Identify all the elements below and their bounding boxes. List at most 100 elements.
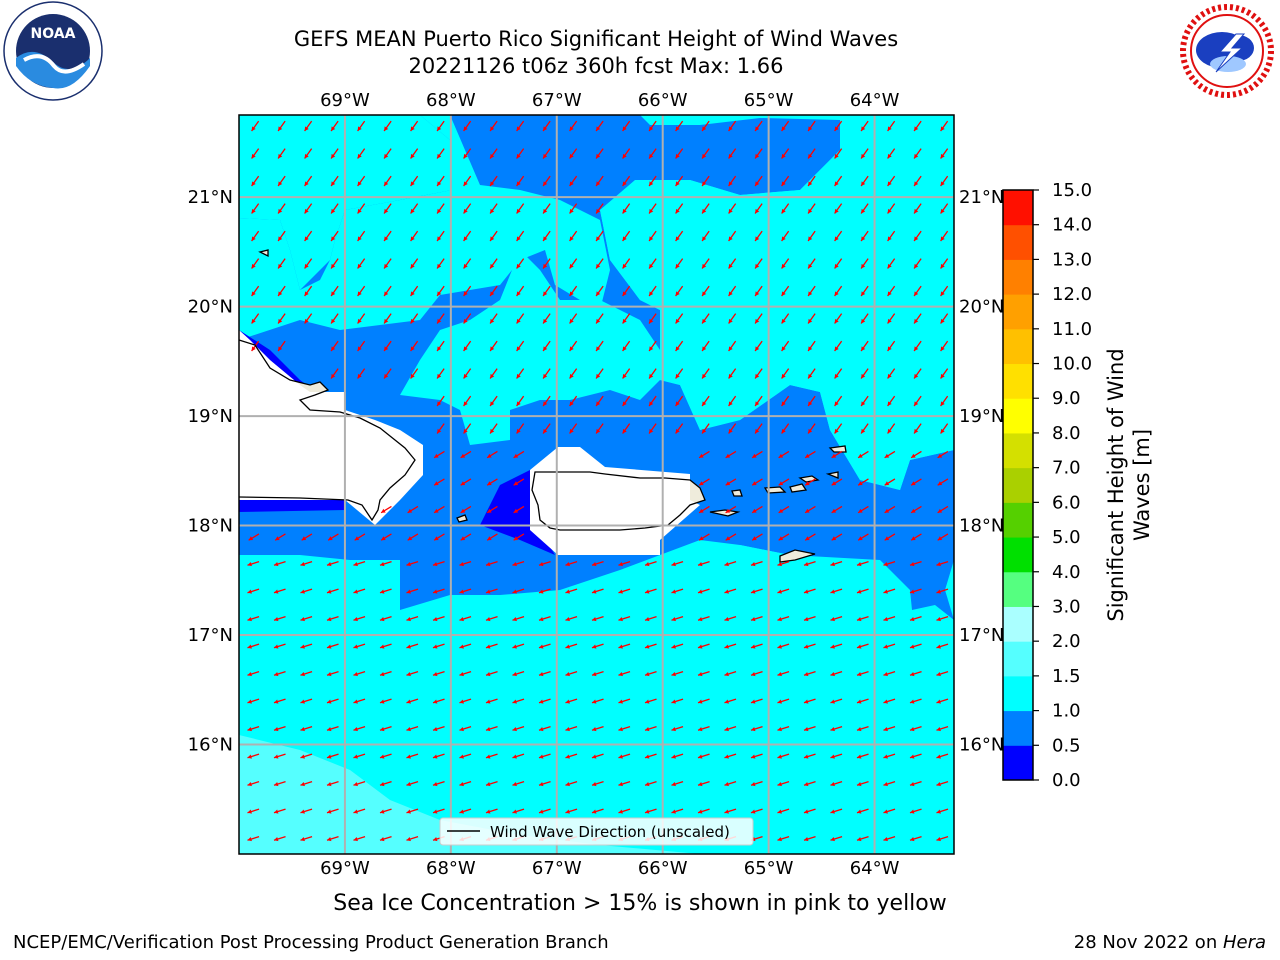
- wave-arrowhead: [300, 781, 305, 787]
- wave-arrowhead: [490, 208, 495, 214]
- wave-arrowhead: [247, 836, 252, 842]
- wave-arrowhead: [752, 453, 757, 458]
- wave-arrowhead: [326, 671, 332, 677]
- wave-arrowhead: [437, 126, 442, 131]
- colorbar-tick-label: 2.0: [1052, 631, 1081, 652]
- wave-arrowhead: [622, 181, 627, 186]
- wave-arrowhead: [407, 536, 413, 541]
- wave-arrowhead: [406, 836, 411, 842]
- wave-arrowhead: [596, 153, 601, 159]
- lat-label-left: 18°N: [188, 516, 233, 537]
- wave-arrowhead: [803, 671, 809, 677]
- wave-arrowhead: [538, 616, 544, 622]
- wave-arrowhead: [914, 236, 919, 241]
- wave-arrowhead: [724, 616, 729, 622]
- colorbar-swatch: [1003, 502, 1033, 538]
- wave-arrowhead: [410, 291, 415, 296]
- wind-wave-arrow-field: [247, 120, 949, 842]
- wave-arrowhead: [538, 726, 544, 732]
- wave-arrowhead: [406, 589, 411, 594]
- wave-arrowhead: [569, 428, 574, 434]
- wave-arrowhead: [331, 236, 336, 241]
- wave-arrowhead: [463, 208, 468, 214]
- wave-arrowhead: [326, 781, 332, 787]
- wave-arrowhead: [861, 153, 866, 159]
- wave-arrowhead: [914, 318, 919, 324]
- wave-arrowhead: [512, 809, 517, 814]
- wave-arrowhead: [699, 508, 704, 513]
- wave-arrowhead: [273, 616, 279, 622]
- wave-arrowhead: [861, 236, 866, 241]
- wave-arrowhead: [883, 699, 888, 704]
- wave-arrowhead: [808, 263, 813, 269]
- wave-arrowhead: [777, 781, 782, 787]
- wave-arrowhead: [304, 318, 309, 324]
- wave-arrowhead: [543, 153, 548, 159]
- wave-arrowhead: [275, 536, 280, 541]
- wave-arrowhead: [278, 208, 283, 214]
- wave-arrowhead: [432, 781, 438, 787]
- wave-arrowhead: [675, 208, 680, 214]
- wave-arrowhead: [273, 699, 279, 704]
- wave-arrowhead: [300, 644, 305, 649]
- wave-arrowhead: [936, 754, 941, 759]
- wave-arrowhead: [834, 263, 839, 269]
- wave-arrowhead: [407, 508, 413, 513]
- wave-arrowhead: [622, 126, 627, 131]
- wave-arrowhead: [887, 208, 892, 214]
- wave-arrowhead: [671, 644, 676, 649]
- wave-arrowhead: [596, 181, 601, 186]
- colorbar-tick-label: 3.0: [1052, 596, 1081, 617]
- wave-arrowhead: [357, 208, 362, 214]
- wave-arrowhead: [513, 481, 519, 486]
- wave-arrowhead: [538, 561, 544, 567]
- wave-arrowhead: [463, 236, 468, 241]
- wave-arrowhead: [750, 726, 756, 732]
- wave-arrowhead: [936, 699, 941, 704]
- colorbar-tick-label: 0.5: [1052, 735, 1081, 756]
- lon-label-bottom: 64°W: [850, 858, 900, 879]
- wave-arrowhead: [887, 346, 892, 351]
- wave-arrowhead: [856, 589, 862, 594]
- colorbar-swatch: [1003, 641, 1033, 677]
- wave-arrowhead: [353, 809, 358, 814]
- ocean-light-patch: [400, 250, 660, 445]
- wave-arrowhead: [887, 263, 892, 269]
- wave-arrowhead: [437, 236, 442, 241]
- wave-arrowhead: [936, 561, 941, 567]
- wave-arrowhead: [459, 781, 464, 787]
- wave-arrowhead: [273, 561, 279, 567]
- colorbar-tick-label: 9.0: [1052, 388, 1081, 409]
- wave-arrowhead: [300, 836, 305, 842]
- wave-arrowhead: [569, 236, 574, 241]
- colorbar-tick-label: 1.0: [1052, 701, 1081, 722]
- wave-arrowhead: [940, 236, 945, 241]
- wave-arrowhead: [909, 589, 915, 594]
- wave-arrowhead: [936, 836, 941, 842]
- wave-arrowhead: [490, 153, 495, 159]
- wave-arrowhead: [861, 126, 866, 131]
- ocean-dark-region: [239, 330, 320, 395]
- wave-arrowhead: [781, 263, 786, 269]
- chart-subtitle: 20221126 t06z 360h fcst Max: 1.66: [408, 54, 784, 78]
- wave-arrowhead: [699, 536, 704, 541]
- wave-arrowhead: [728, 181, 733, 186]
- wave-arrowhead: [750, 644, 756, 649]
- wave-arrowhead: [251, 318, 256, 324]
- wave-arrowhead: [410, 373, 415, 379]
- colorbar-tick-label: 13.0: [1052, 249, 1092, 270]
- wave-arrowhead: [463, 291, 468, 296]
- wave-arrowhead: [728, 236, 733, 241]
- wave-arrowhead: [565, 781, 570, 787]
- wave-arrowhead: [755, 291, 760, 296]
- wave-arrowhead: [247, 726, 252, 732]
- wave-arrowhead: [781, 181, 786, 186]
- wave-arrowhead: [459, 616, 464, 622]
- wave-arrowhead: [434, 481, 439, 486]
- wave-arrowhead: [326, 836, 332, 842]
- wave-arrowhead: [460, 453, 466, 458]
- wave-arrowhead: [781, 373, 786, 379]
- wave-arrowhead: [755, 428, 760, 434]
- wave-arrowhead: [485, 671, 491, 677]
- wave-arrowhead: [596, 346, 601, 351]
